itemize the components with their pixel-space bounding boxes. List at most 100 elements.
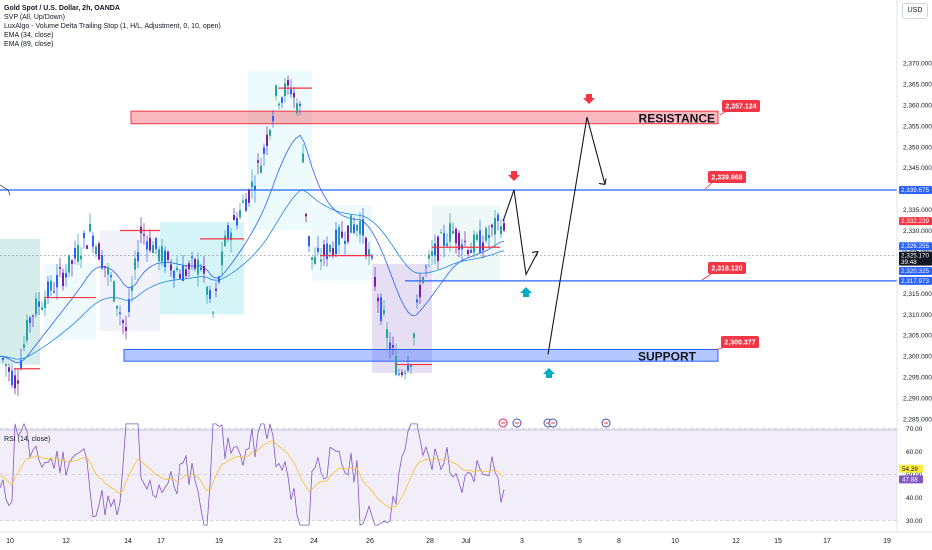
candle-body [362, 219, 364, 236]
candle-body [101, 255, 103, 269]
indicator-ema-34[interactable]: EMA (34, close) [4, 32, 54, 39]
candle-body [452, 231, 454, 233]
candle-body [80, 255, 82, 260]
rsi-badge [899, 475, 923, 484]
time-tick-label: 19 [883, 538, 891, 545]
time-tick-label: 24 [310, 538, 318, 545]
candle-body [221, 251, 223, 266]
candle-body [290, 89, 292, 95]
price-tick-label: 2,310.000 [903, 312, 932, 319]
candle-body [176, 267, 178, 271]
rsi-legend[interactable]: RSI (14, close) [4, 436, 51, 443]
price-badge-label: 2,326.255 [901, 243, 930, 250]
candle-body [344, 240, 346, 244]
price-tick-label: 2,305.000 [903, 333, 932, 340]
rsi-badge [899, 464, 923, 473]
candle-body [191, 256, 193, 259]
support-label: SUPPORT [638, 349, 697, 363]
price-tick-label: 2,330.000 [903, 228, 932, 235]
candle-body [305, 213, 307, 217]
indicator-ema-89[interactable]: EMA (89, close) [4, 41, 54, 48]
sell-arrow-icon [583, 94, 595, 104]
candle-body [17, 380, 19, 384]
candle-body [71, 260, 73, 264]
time-tick-label: 26 [366, 538, 374, 545]
candle-body [197, 259, 199, 275]
candle-body [470, 249, 472, 254]
candle-body [20, 360, 22, 369]
candle-body [215, 288, 217, 291]
candle-body [53, 291, 55, 293]
candle-body [98, 243, 100, 260]
event-icons-layer [498, 418, 611, 428]
rsi-tick-label: 30.00 [906, 518, 923, 525]
candle-body [425, 266, 427, 268]
candle-body [185, 269, 187, 276]
rsi-tick-label: 40.00 [906, 495, 923, 502]
time-tick-label: 17 [157, 538, 165, 545]
candle-body [194, 258, 196, 269]
callout-layer: 2,357.124 2,339.968 2,318.120 2,300.377 [701, 100, 760, 351]
candle-body [218, 276, 220, 283]
projection-layer [502, 94, 607, 378]
candle-body [206, 287, 208, 295]
candle-body [314, 257, 316, 264]
candle-body [317, 247, 319, 252]
callout-box [708, 171, 746, 183]
candle-body [488, 235, 490, 238]
callout-box [708, 262, 746, 274]
sell-arrow-icon [508, 171, 520, 181]
candle-body [212, 312, 214, 314]
candle-body [257, 160, 259, 163]
candle-body [158, 249, 160, 262]
candle-body [500, 226, 502, 235]
rsi-ma-line [0, 440, 505, 509]
price-tick-label: 2,335.000 [903, 207, 932, 214]
candle-body [203, 266, 205, 274]
time-tick-label: 28 [426, 538, 434, 545]
candle-body [239, 210, 241, 218]
projection-arrowhead [598, 178, 607, 186]
currency-button[interactable]: USD [902, 3, 928, 19]
candle-body [272, 116, 274, 122]
price-tick-label: 2,295.000 [903, 375, 932, 382]
candle-body [419, 284, 421, 298]
price-badge-label: 2,332.239 [901, 218, 930, 225]
price-badge [899, 217, 932, 226]
price-tick-label: 2,315.000 [903, 291, 932, 298]
candle-body [173, 270, 175, 279]
candle-body [281, 97, 283, 103]
buy-arrow-icon [543, 368, 555, 378]
candle-body [386, 329, 388, 339]
candle-body [422, 277, 424, 283]
rsi-band [0, 428, 897, 521]
candle-body [77, 244, 79, 262]
projection-path-short [502, 189, 539, 277]
indicator-svp[interactable]: SVP (All, Up/Down) [4, 14, 65, 21]
candle-body [338, 227, 340, 245]
candle-body [329, 244, 331, 253]
volume-profile-block [0, 238, 40, 365]
indicator-luxalgo[interactable]: LuxAlgo - Volume Delta Trailing Stop (1,… [4, 23, 221, 30]
candle-body [401, 372, 403, 376]
price-badge-label: 2,317.973 [901, 278, 930, 285]
price-tick-label: 2,365.000 [903, 81, 932, 88]
candle-body [251, 181, 253, 188]
candle-body [14, 375, 16, 389]
rsi-line [0, 422, 505, 526]
candle-body [413, 333, 415, 338]
time-tick-label: 8 [617, 538, 621, 545]
callout-box [722, 100, 760, 112]
candle-body [479, 230, 481, 253]
candle-body [293, 92, 295, 98]
candle-body [302, 153, 304, 163]
candle-body [296, 103, 298, 114]
candle-body [95, 246, 97, 255]
candle-body [266, 134, 268, 147]
candle-body [449, 223, 451, 242]
candle-body [407, 364, 409, 371]
candle-body [209, 290, 211, 299]
volume-profile-block [248, 71, 312, 231]
